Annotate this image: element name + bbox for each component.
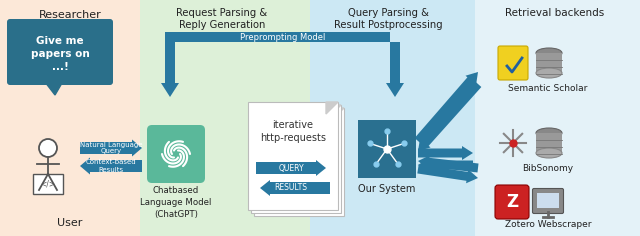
- FancyArrow shape: [260, 180, 330, 196]
- FancyArrow shape: [418, 158, 473, 172]
- Text: Z: Z: [506, 193, 518, 211]
- Text: Semantic Scholar: Semantic Scholar: [508, 84, 588, 93]
- Bar: [165, 32, 175, 87]
- FancyBboxPatch shape: [7, 19, 113, 85]
- Text: Natural Language
Query: Natural Language Query: [80, 142, 142, 155]
- Polygon shape: [45, 82, 62, 95]
- Text: User: User: [58, 218, 83, 228]
- FancyBboxPatch shape: [147, 125, 205, 183]
- Text: Retrieval backends: Retrieval backends: [506, 8, 605, 18]
- FancyArrow shape: [80, 139, 142, 156]
- Text: Our System: Our System: [358, 184, 416, 194]
- FancyBboxPatch shape: [248, 102, 338, 210]
- FancyArrow shape: [80, 157, 142, 174]
- FancyBboxPatch shape: [251, 105, 341, 213]
- Polygon shape: [332, 108, 344, 120]
- FancyArrow shape: [386, 42, 404, 97]
- FancyArrow shape: [256, 160, 326, 176]
- Text: RESULTS: RESULTS: [275, 184, 307, 193]
- Ellipse shape: [536, 48, 562, 58]
- FancyArrow shape: [161, 42, 179, 97]
- FancyArrow shape: [418, 81, 481, 151]
- Bar: [475, 0, 640, 236]
- Text: Request Parsing &
Reply Generation: Request Parsing & Reply Generation: [177, 8, 268, 30]
- Text: Zotero Webscraper: Zotero Webscraper: [505, 220, 591, 229]
- FancyArrow shape: [418, 155, 479, 173]
- Ellipse shape: [536, 148, 562, 158]
- Text: Give me
papers on
...!: Give me papers on ...!: [31, 36, 90, 72]
- FancyBboxPatch shape: [498, 46, 528, 80]
- FancyArrow shape: [417, 164, 478, 183]
- FancyArrow shape: [418, 146, 473, 160]
- Text: Preprompting Model: Preprompting Model: [240, 33, 325, 42]
- FancyBboxPatch shape: [254, 108, 344, 216]
- FancyBboxPatch shape: [33, 174, 63, 194]
- FancyArrow shape: [415, 72, 478, 144]
- FancyBboxPatch shape: [537, 193, 559, 208]
- Bar: [536, 53, 562, 73]
- Text: Context-based
Results: Context-based Results: [86, 160, 136, 173]
- Text: QUERY: QUERY: [278, 164, 304, 173]
- Ellipse shape: [536, 128, 562, 138]
- Circle shape: [39, 139, 57, 157]
- Text: iterative
http-requests: iterative http-requests: [260, 120, 326, 143]
- Polygon shape: [329, 105, 341, 117]
- Bar: [536, 133, 562, 153]
- Bar: [140, 0, 310, 236]
- Ellipse shape: [536, 68, 562, 78]
- FancyBboxPatch shape: [532, 189, 563, 214]
- Bar: [0, 0, 140, 236]
- Text: Query Parsing &
Result Postprocessing: Query Parsing & Result Postprocessing: [333, 8, 442, 30]
- Text: </>: </>: [40, 180, 56, 189]
- FancyBboxPatch shape: [495, 185, 529, 219]
- Polygon shape: [326, 102, 338, 114]
- Text: Chatbased
Language Model
(ChatGPT): Chatbased Language Model (ChatGPT): [140, 186, 212, 219]
- Text: BibSonomy: BibSonomy: [522, 164, 573, 173]
- Text: Researcher: Researcher: [38, 10, 101, 20]
- Bar: [165, 32, 390, 42]
- FancyBboxPatch shape: [358, 120, 416, 178]
- Bar: [310, 0, 475, 236]
